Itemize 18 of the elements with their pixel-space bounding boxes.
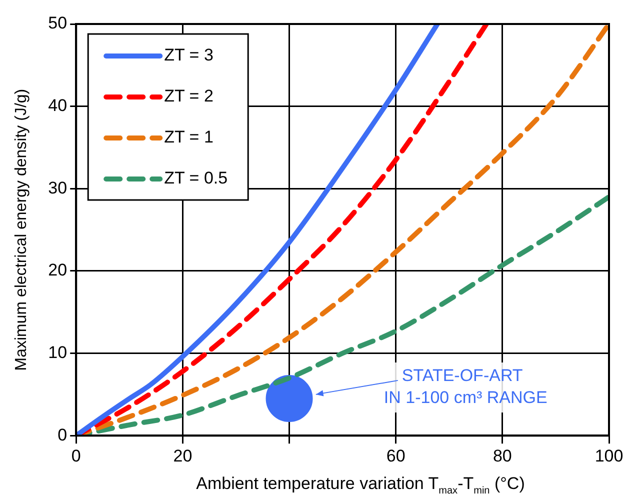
legend-label: ZT = 2 bbox=[164, 86, 214, 106]
annotation: STATE-OF-ART IN 1-100 cm³ RANGE bbox=[384, 366, 548, 408]
x-tick-label: 20 bbox=[173, 446, 192, 466]
legend-label: ZT = 1 bbox=[164, 128, 214, 147]
y-tick-label: 10 bbox=[48, 342, 68, 362]
x-tick-label: 60 bbox=[386, 446, 406, 466]
legend-label: ZT = 3 bbox=[164, 46, 214, 65]
x-tick-label: 0 bbox=[71, 446, 81, 466]
y-tick-label: 40 bbox=[48, 96, 68, 116]
y-tick-label: 20 bbox=[48, 260, 68, 280]
y-tick-label: 50 bbox=[48, 14, 68, 33]
x-axis-title: Ambient temperature variation T$_{max}$-T$_{min}$ (°C) bbox=[195, 474, 526, 496]
x-tick-label: 80 bbox=[492, 446, 512, 466]
y-axis-title: Maximum electrical energy density (J/g) bbox=[13, 88, 30, 371]
y-tick-label: 30 bbox=[48, 178, 68, 198]
x-tick-label: 100 bbox=[594, 446, 624, 466]
y-tick-label: 0 bbox=[58, 425, 68, 444]
legend-label: ZT = 0.5 bbox=[164, 168, 228, 188]
